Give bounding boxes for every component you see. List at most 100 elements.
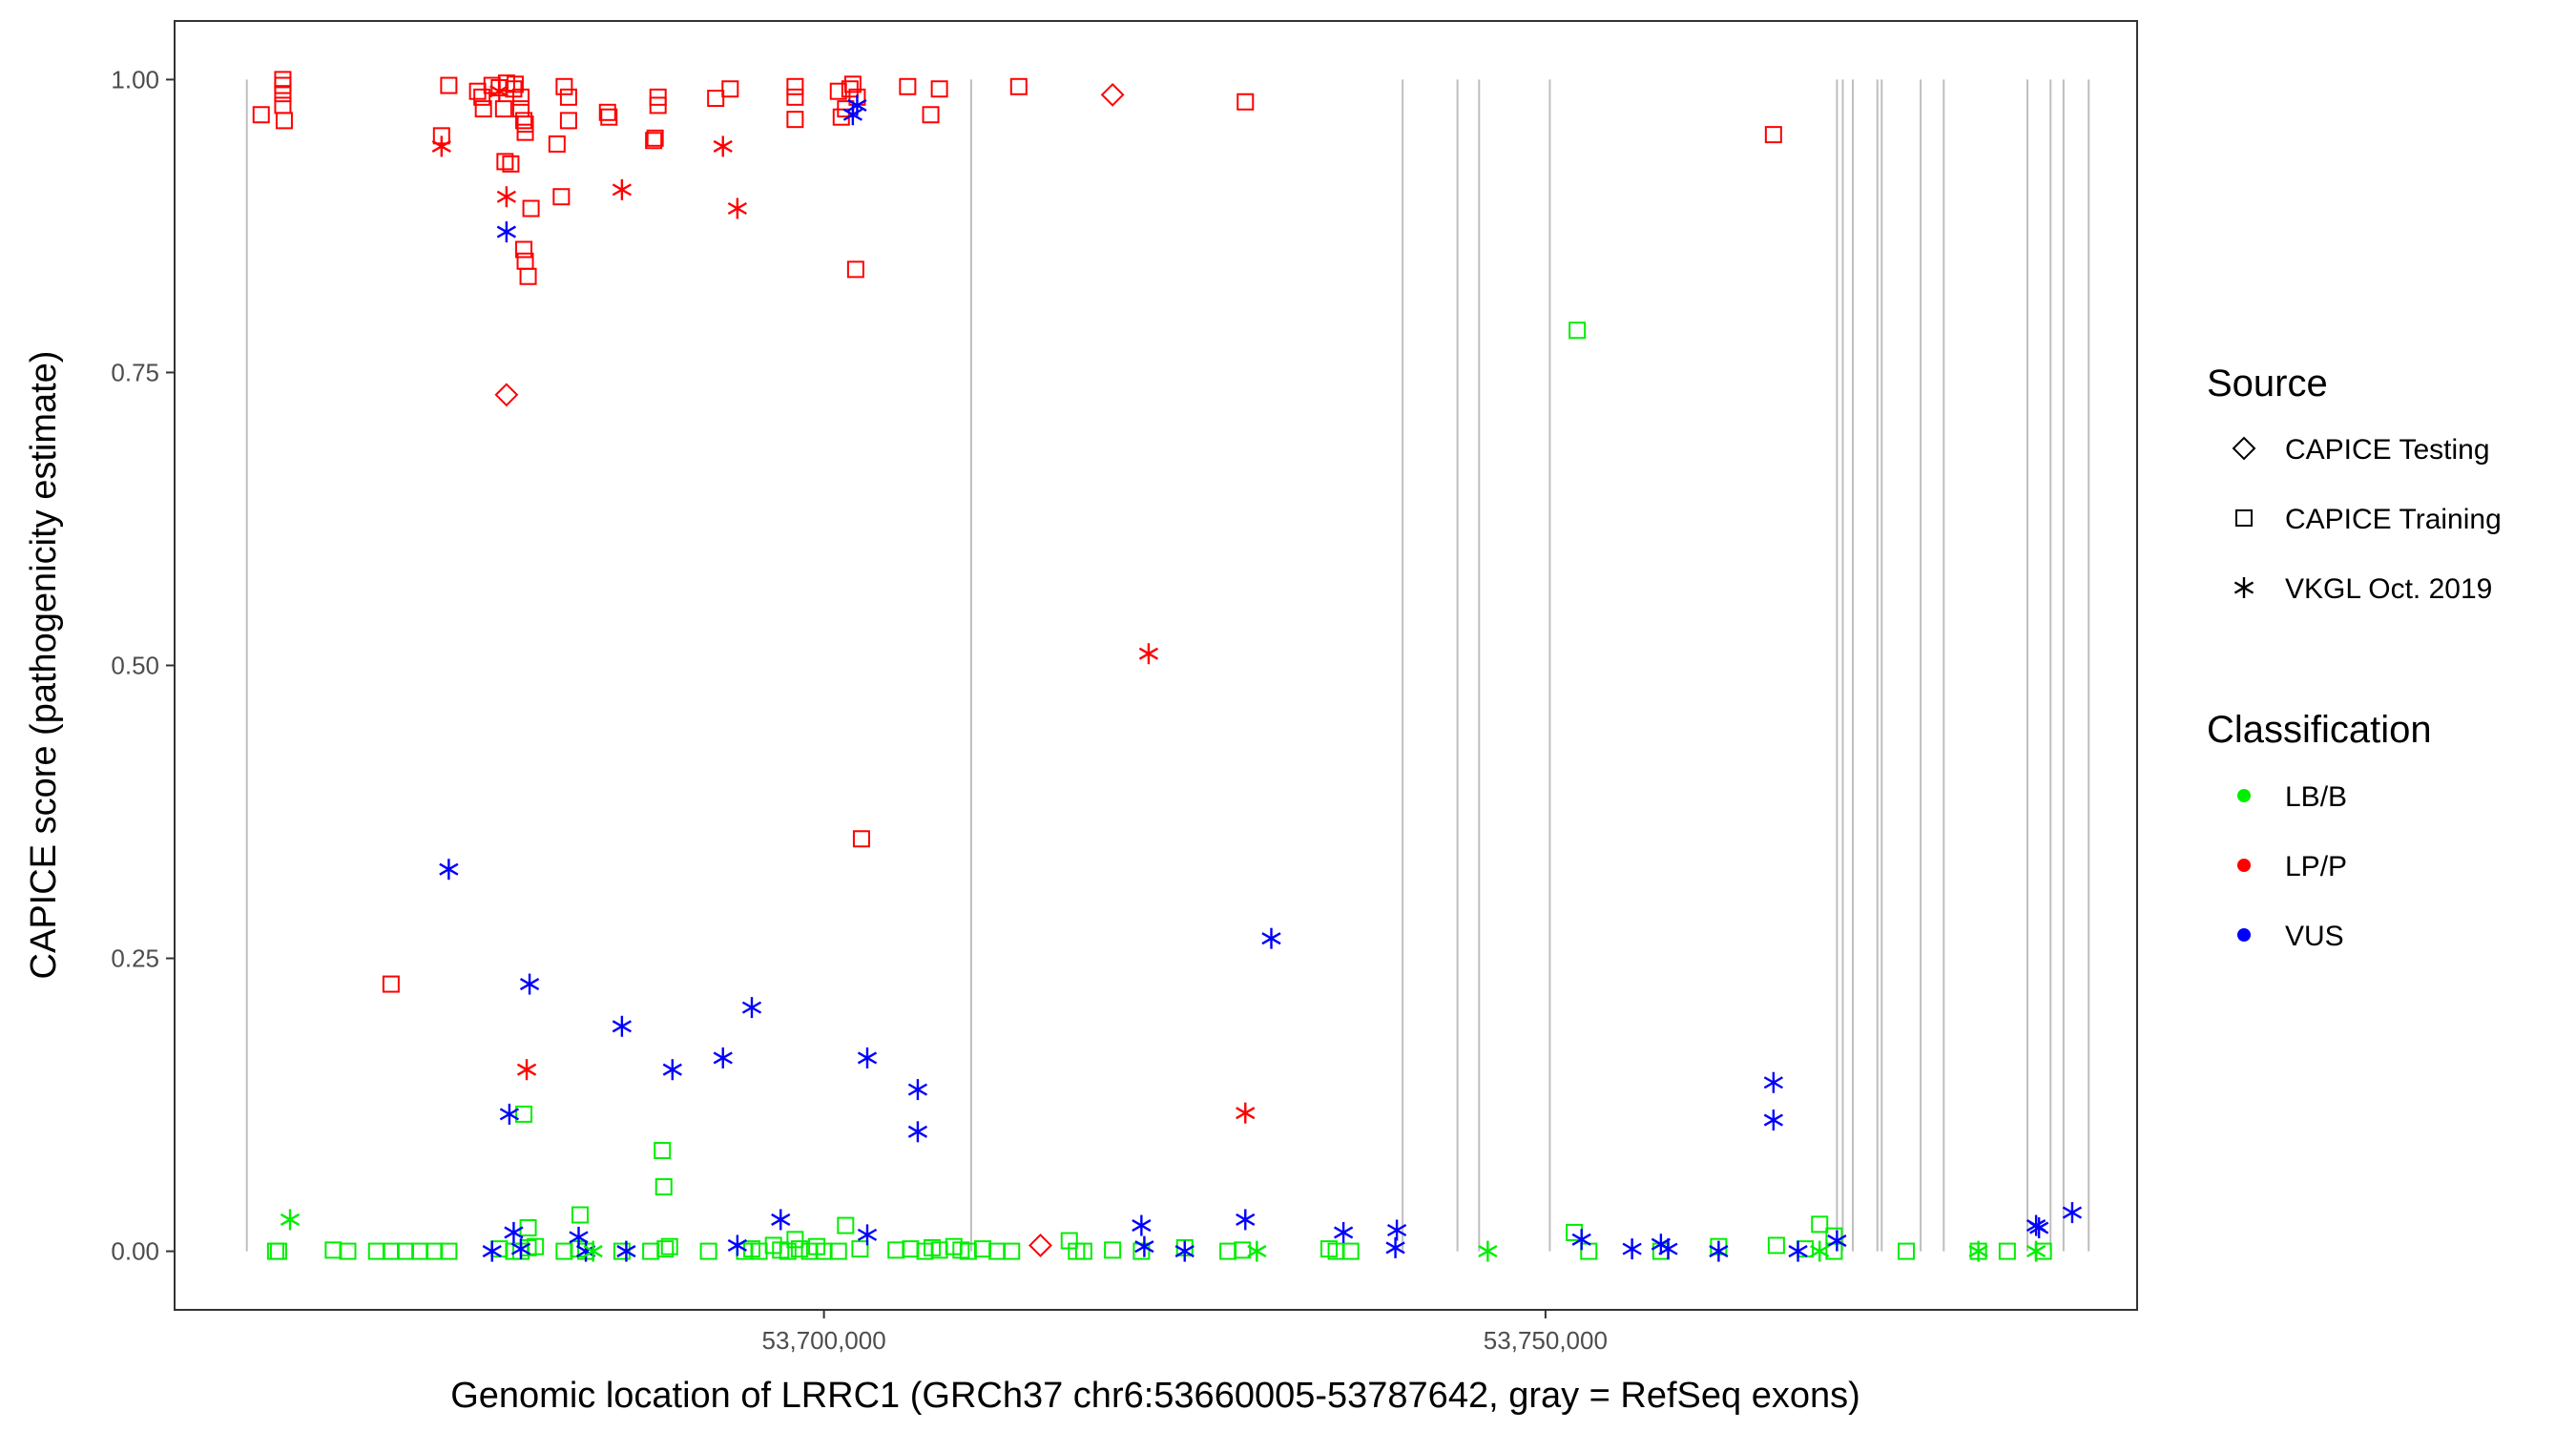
y-axis-title: CAPICE score (pathogenicity estimate) xyxy=(24,351,64,980)
y-tick-label: 0.25 xyxy=(111,944,159,973)
data-point xyxy=(504,1221,524,1243)
data-point xyxy=(516,123,534,141)
legend-source-label: CAPICE Testing xyxy=(2285,434,2490,466)
data-point xyxy=(616,1240,636,1262)
data-point xyxy=(649,96,667,114)
data-point xyxy=(473,88,491,106)
data-point xyxy=(907,1121,928,1143)
legend-key-dot xyxy=(2237,789,2251,802)
y-axis: 0.00 0.25 0.50 0.75 1.00 xyxy=(111,65,175,1266)
data-point xyxy=(1174,1240,1195,1262)
data-point xyxy=(519,267,537,285)
data-point xyxy=(662,1059,682,1081)
data-point xyxy=(790,1240,808,1258)
data-point xyxy=(1132,1214,1152,1236)
data-point xyxy=(559,112,577,130)
data-point xyxy=(786,88,804,106)
data-point xyxy=(1898,1242,1915,1260)
data-point xyxy=(496,186,517,208)
data-point xyxy=(440,1242,458,1260)
data-point xyxy=(431,135,451,157)
exon-lines xyxy=(245,79,2090,1252)
data-point xyxy=(555,77,573,95)
data-point xyxy=(515,240,533,259)
data-point xyxy=(474,100,492,118)
data-point xyxy=(1568,321,1587,340)
data-point xyxy=(846,260,864,279)
data-point xyxy=(489,80,509,102)
data-point xyxy=(552,188,571,206)
data-point xyxy=(1827,1230,1847,1252)
data-point xyxy=(713,1047,733,1068)
data-point xyxy=(645,132,663,150)
data-point xyxy=(899,77,917,95)
data-point xyxy=(382,975,400,993)
data-point xyxy=(519,973,540,995)
data-point xyxy=(482,1240,502,1262)
data-point xyxy=(440,76,458,94)
data-point xyxy=(515,112,533,130)
data-point xyxy=(269,1242,287,1260)
data-point xyxy=(660,1237,678,1255)
data-points xyxy=(252,71,2083,1262)
data-point xyxy=(786,111,804,129)
data-point xyxy=(1074,1242,1092,1260)
data-point xyxy=(699,1242,717,1260)
data-point xyxy=(829,1242,847,1260)
data-point xyxy=(527,1237,545,1255)
data-point xyxy=(499,1103,520,1125)
data-point xyxy=(727,1234,748,1256)
data-point xyxy=(1810,1240,1830,1262)
data-point xyxy=(1104,1241,1122,1259)
data-point xyxy=(439,859,459,881)
data-point xyxy=(656,1240,675,1258)
data-point xyxy=(1478,1240,1498,1262)
data-point xyxy=(654,1141,672,1159)
data-point xyxy=(613,1242,631,1260)
data-point xyxy=(857,1224,878,1246)
legend-key-asterisk xyxy=(2233,577,2254,598)
data-point xyxy=(1134,1235,1154,1257)
data-point xyxy=(654,1178,673,1196)
legend-class-label: LB/B xyxy=(2285,781,2347,813)
legend-class-label: VUS xyxy=(2285,921,2344,952)
data-point xyxy=(1247,1240,1267,1262)
data-point xyxy=(1341,1242,1360,1260)
data-point xyxy=(1763,1071,1783,1093)
data-point xyxy=(569,1226,589,1248)
legend-source-title: Source xyxy=(2207,363,2328,404)
data-point xyxy=(571,1206,590,1224)
data-point xyxy=(252,106,270,124)
data-point xyxy=(1763,1110,1783,1131)
data-point xyxy=(506,75,524,93)
data-point xyxy=(1236,93,1255,111)
data-point xyxy=(1968,1240,1988,1262)
data-point xyxy=(1767,1236,1785,1255)
legend-source-label: CAPICE Training xyxy=(2285,504,2502,535)
data-point xyxy=(1386,1219,1407,1241)
data-point xyxy=(612,178,633,200)
data-point xyxy=(598,103,616,121)
data-point xyxy=(494,100,512,118)
data-point xyxy=(847,94,867,116)
x-axis-title: Genomic location of LRRC1 (GRCh37 chr6:5… xyxy=(450,1376,1860,1416)
data-point xyxy=(1998,1242,2016,1260)
data-point xyxy=(646,129,664,147)
legend-source: Source CAPICE Testing CAPICE Training VKGL… xyxy=(2207,363,2502,605)
legend-source-label: VKGL Oct. 2019 xyxy=(2285,573,2492,605)
data-point xyxy=(1009,77,1028,95)
data-point xyxy=(502,155,520,173)
x-tick-label: 53,700,000 xyxy=(762,1326,886,1355)
data-point xyxy=(548,135,566,153)
data-point xyxy=(907,1079,928,1101)
data-point xyxy=(1811,1215,1829,1234)
data-point xyxy=(559,88,577,106)
legend-key-square xyxy=(2235,509,2253,527)
data-point xyxy=(857,1047,878,1068)
data-point xyxy=(1236,1102,1256,1124)
data-point xyxy=(741,997,762,1019)
data-point xyxy=(575,1240,596,1262)
data-point xyxy=(1003,1242,1021,1260)
data-point xyxy=(2062,1202,2083,1224)
data-point xyxy=(786,1231,804,1249)
